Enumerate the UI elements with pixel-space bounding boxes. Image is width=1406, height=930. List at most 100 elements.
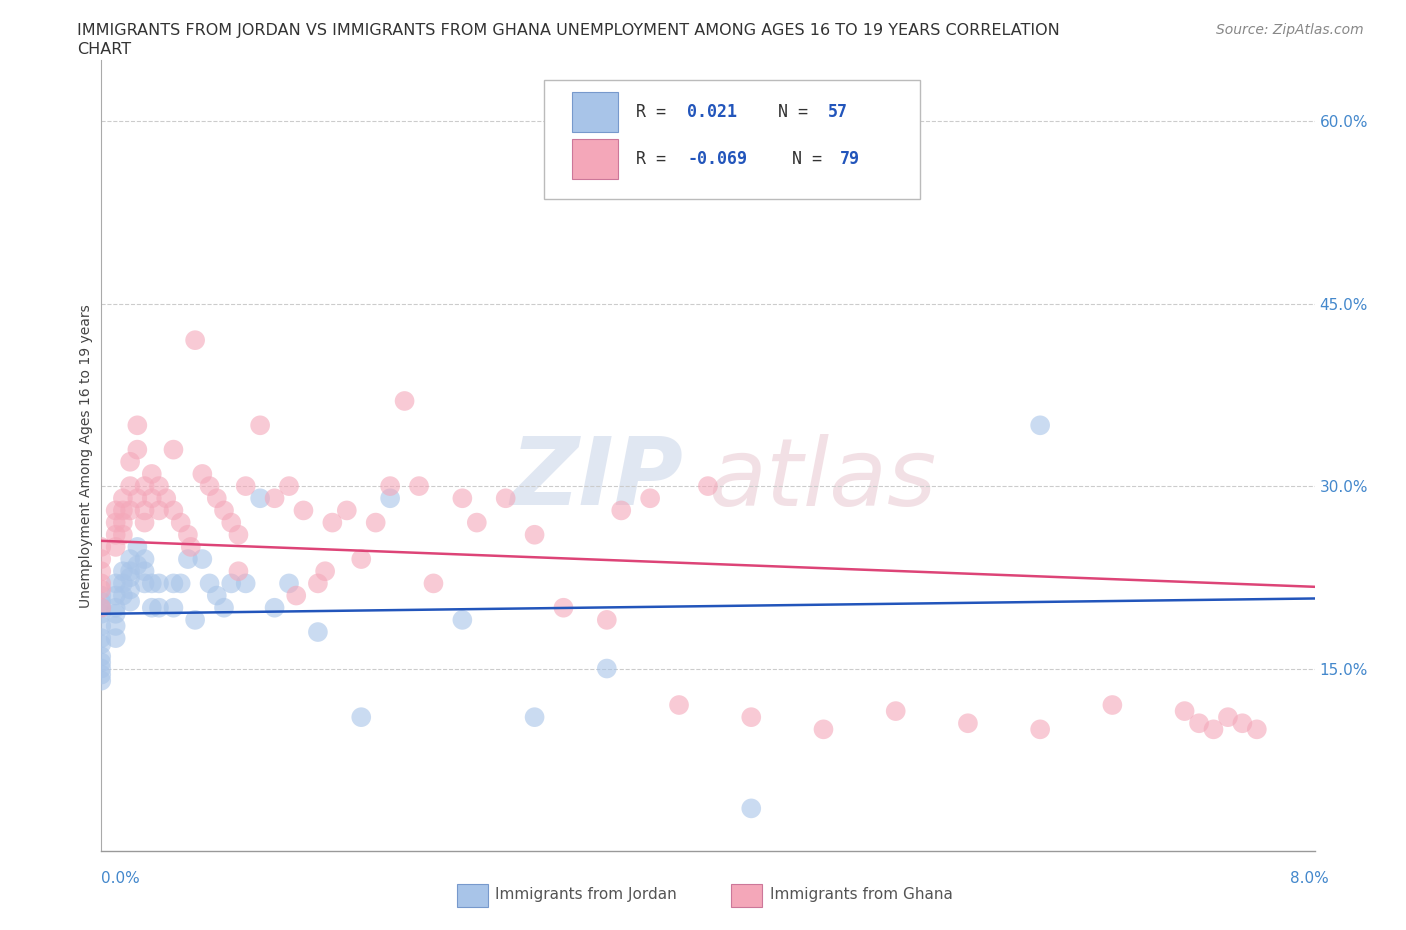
Point — [198, 479, 221, 494]
Point — [212, 600, 235, 615]
Point — [249, 418, 271, 432]
Point — [228, 564, 250, 578]
Point — [394, 393, 416, 408]
Point — [314, 564, 336, 578]
Text: N =: N = — [772, 151, 832, 168]
Point — [451, 613, 474, 628]
Point — [523, 527, 546, 542]
Point — [104, 539, 127, 554]
Point — [120, 582, 142, 597]
Text: R =: R = — [637, 103, 676, 121]
Point — [1029, 418, 1052, 432]
Point — [228, 527, 250, 542]
Point — [292, 503, 315, 518]
Point — [120, 479, 142, 494]
Point — [141, 467, 163, 482]
Point — [278, 479, 301, 494]
Point — [1246, 722, 1268, 737]
Point — [235, 576, 257, 591]
Point — [162, 503, 184, 518]
Point — [104, 527, 127, 542]
Point — [104, 503, 127, 518]
Point — [364, 515, 387, 530]
FancyBboxPatch shape — [572, 140, 619, 179]
Point — [465, 515, 488, 530]
Point — [350, 551, 373, 566]
Text: atlas: atlas — [709, 434, 936, 525]
Point — [1029, 722, 1052, 737]
Point — [408, 479, 430, 494]
Point — [120, 503, 142, 518]
Point — [378, 491, 401, 506]
Point — [235, 479, 257, 494]
Point — [1174, 704, 1197, 719]
Point — [191, 467, 214, 482]
Point — [120, 594, 142, 609]
Point — [104, 515, 127, 530]
Point — [134, 551, 156, 566]
Point — [610, 503, 633, 518]
Point — [90, 631, 112, 645]
Point — [90, 600, 112, 615]
Y-axis label: Unemployment Among Ages 16 to 19 years: Unemployment Among Ages 16 to 19 years — [79, 304, 93, 607]
Point — [90, 564, 112, 578]
Point — [127, 442, 149, 457]
Point — [127, 491, 149, 506]
Point — [1202, 722, 1225, 737]
Point — [1188, 716, 1211, 731]
Point — [141, 576, 163, 591]
Point — [263, 491, 285, 506]
Text: Immigrants from Jordan: Immigrants from Jordan — [495, 887, 676, 902]
Point — [134, 576, 156, 591]
Point — [219, 576, 242, 591]
Point — [148, 503, 170, 518]
Point — [104, 576, 127, 591]
Point — [90, 618, 112, 633]
Text: 0.021: 0.021 — [688, 103, 737, 121]
Point — [697, 479, 720, 494]
Point — [336, 503, 359, 518]
Point — [90, 594, 112, 609]
Point — [1216, 710, 1239, 724]
Point — [1101, 698, 1123, 712]
Point — [307, 625, 329, 640]
Point — [170, 515, 193, 530]
Point — [278, 576, 301, 591]
Point — [184, 613, 207, 628]
Point — [111, 491, 134, 506]
Point — [884, 704, 907, 719]
Point — [956, 716, 979, 731]
Point — [111, 588, 134, 603]
Point — [134, 515, 156, 530]
Point — [177, 551, 200, 566]
Point — [162, 576, 184, 591]
Point — [104, 600, 127, 615]
Text: 0.0%: 0.0% — [101, 871, 141, 886]
Point — [523, 710, 546, 724]
FancyBboxPatch shape — [572, 92, 619, 132]
Point — [162, 600, 184, 615]
Point — [104, 631, 127, 645]
Point — [1232, 716, 1254, 731]
Point — [596, 661, 619, 676]
Point — [120, 551, 142, 566]
Point — [249, 491, 271, 506]
Point — [111, 515, 134, 530]
Point — [177, 527, 200, 542]
Point — [90, 539, 112, 554]
Point — [90, 673, 112, 688]
Point — [285, 588, 308, 603]
Point — [127, 539, 149, 554]
Point — [111, 527, 134, 542]
Point — [668, 698, 690, 712]
Point — [120, 564, 142, 578]
Point — [553, 600, 575, 615]
Point — [813, 722, 835, 737]
Point — [740, 710, 762, 724]
Point — [422, 576, 444, 591]
Point — [134, 564, 156, 578]
FancyBboxPatch shape — [544, 80, 921, 199]
Point — [148, 479, 170, 494]
Point — [127, 558, 149, 573]
Point — [90, 551, 112, 566]
